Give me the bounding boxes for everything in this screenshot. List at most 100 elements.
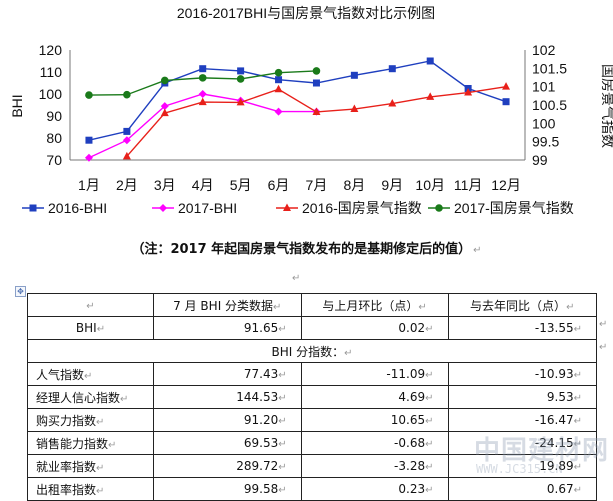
- x-tick-label: 6月: [268, 177, 290, 193]
- series-line: [88, 60, 507, 141]
- watermark-text: 中国建材网: [474, 436, 610, 466]
- data-point: [502, 98, 510, 106]
- cell-july-bhi: 91.65↵: [153, 316, 302, 340]
- cell-value: -24.15: [534, 436, 574, 450]
- return-mark: ↵: [425, 485, 434, 496]
- data-point: [350, 71, 358, 79]
- data-point: [122, 151, 131, 160]
- cell-value: 0.67: [546, 482, 574, 496]
- x-tick-label: 9月: [381, 177, 403, 193]
- chart-title: 2016-2017BHI与国房景气指数对比示例图: [177, 5, 435, 21]
- legend-item: 2016-BHI: [22, 200, 107, 216]
- row-label: 就业率指数↵: [27, 454, 154, 478]
- data-point: [312, 107, 321, 115]
- x-tick-labels: 1月 2月 3月 4月 5月 6月 7月 8月 9月 10月 11月 12月: [78, 177, 521, 193]
- x-tick-label: 8月: [343, 177, 365, 193]
- cell-mom: -0.68↵: [300, 431, 449, 455]
- data-point: [123, 90, 131, 99]
- right-tick-label: 102: [532, 42, 556, 58]
- return-mark: ↵: [278, 393, 287, 404]
- data-point: [160, 102, 169, 111]
- right-tick-label: 100: [532, 115, 556, 131]
- cell-mom: 0.23↵: [300, 477, 449, 501]
- return-mark: ↵: [96, 416, 105, 428]
- return-mark: ↵: [278, 370, 287, 381]
- left-tick-label: 110: [40, 64, 63, 80]
- table-row: 出租率指数↵ 99.58↵ 0.23↵ 0.67↵: [27, 477, 597, 501]
- right-tick-label: 99.5: [532, 134, 559, 150]
- right-tick-labels: 99 99.5 100 100.5 101 101.5 102: [532, 42, 567, 168]
- legend-label: 2017-国房景气指数: [454, 200, 574, 216]
- data-point: [29, 204, 37, 212]
- cell-value: 9.53: [546, 390, 574, 404]
- legend-item: 2017-国房景气指数: [428, 200, 574, 216]
- cell-mom: 0.02↵: [300, 316, 449, 340]
- series-line: [126, 85, 507, 157]
- return-mark: ↵: [573, 462, 582, 473]
- cell-value: -3.28: [394, 459, 426, 473]
- cell-value: -16.47: [534, 413, 574, 427]
- chart-series: [84, 57, 511, 162]
- cell-value: 10.65: [390, 413, 426, 427]
- data-point: [85, 136, 93, 144]
- data-point: [275, 76, 283, 84]
- return-mark: ↵: [278, 439, 287, 450]
- x-tick-label: 1月: [78, 177, 100, 193]
- cell-value: 4.69: [398, 390, 426, 404]
- right-tick-label: 99: [532, 152, 548, 168]
- cell-value: 出租率指数: [36, 482, 97, 497]
- return-mark: ↵: [425, 462, 434, 473]
- row-label: 经理人信心指数↵: [27, 385, 154, 409]
- right-tick-label: 100.5: [532, 97, 567, 113]
- table-row: 人气指数↵ 77.43↵ -11.09↵ -10.93↵: [27, 362, 597, 386]
- cell-july-bhi: 69.53↵: [153, 431, 302, 455]
- right-tick-label: 101.5: [532, 60, 567, 76]
- left-tick-label: 120: [39, 42, 63, 58]
- series-0: [85, 57, 510, 144]
- legend-item: 2016-国房景气指数: [276, 200, 422, 216]
- x-tick-label: 7月: [306, 177, 328, 193]
- cell-yoy: -24.15↵: [447, 431, 597, 455]
- cell-value: 289.72: [236, 459, 279, 473]
- left-tick-labels: 70 80 90 100 110 120: [39, 42, 63, 168]
- return-mark: ↵: [573, 370, 582, 381]
- header-cell-mom: 与上月环比（点）↵: [300, 293, 449, 317]
- return-mark: ↵: [425, 393, 434, 404]
- cell-july-bhi: 99.58↵: [153, 477, 302, 501]
- return-mark: ↵: [573, 416, 582, 427]
- row-label: 人气指数↵: [27, 362, 154, 386]
- return-mark: ↵: [425, 439, 434, 450]
- left-tick-label: 100: [39, 86, 63, 102]
- table-move-handle-icon[interactable]: ✥: [15, 286, 26, 297]
- return-mark: ↵: [96, 485, 105, 497]
- data-point: [159, 204, 167, 212]
- note-text: （注：2017 年起国房景气指数发布的是基期修定后的值）: [131, 242, 472, 257]
- cell-july-bhi: 289.72↵: [153, 454, 302, 478]
- bhi-data-table: ↵ 7 月 BHI 分类数据↵ 与上月环比（点）↵ 与去年同比（点）↵ BHI↵…: [27, 293, 597, 501]
- cell-mom: -3.28↵: [300, 454, 449, 478]
- series-1: [84, 90, 321, 162]
- return-mark: ↵: [278, 416, 287, 427]
- cell-value: 人气指数: [36, 367, 85, 382]
- return-mark: ↵: [278, 462, 287, 473]
- cell-value: 19.89: [539, 459, 574, 473]
- data-point: [426, 92, 435, 100]
- cell-value: 0.23: [398, 482, 426, 496]
- table-row-bhi: BHI↵ 91.65↵ 0.02↵ -13.55↵: [27, 316, 597, 340]
- cell-mom: 4.69↵: [300, 385, 449, 409]
- data-point: [198, 74, 207, 82]
- chart-legend: 2016-BHI 2017-BHI 2016-国房景气指数 2017-国房景气指数: [22, 200, 574, 216]
- series-2: [122, 82, 511, 160]
- header-cell-july-bhi: 7 月 BHI 分类数据↵: [153, 293, 302, 317]
- cell-yoy: -16.47↵: [447, 408, 597, 432]
- cell-value: 就业率指数: [36, 459, 97, 474]
- y-axis-label-left: BHI: [9, 94, 25, 117]
- data-point: [283, 203, 291, 211]
- chart-note: （注：2017 年起国房景气指数发布的是基期修定后的值） ↵: [0, 238, 613, 257]
- return-mark: ↵: [278, 485, 287, 496]
- x-tick-label: 3月: [154, 177, 176, 193]
- cell-value: 99.58: [243, 482, 279, 496]
- series-3: [85, 67, 321, 99]
- cell-mom: -11.09↵: [300, 362, 449, 386]
- cell-value: -0.68: [394, 436, 426, 450]
